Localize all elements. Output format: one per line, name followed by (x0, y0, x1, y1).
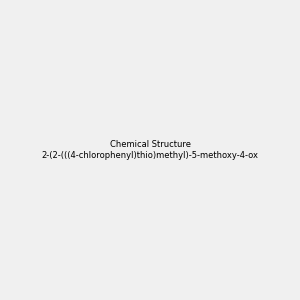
Text: Chemical Structure
2-(2-(((4-chlorophenyl)thio)methyl)-5-methoxy-4-ox: Chemical Structure 2-(2-(((4-chloropheny… (41, 140, 259, 160)
